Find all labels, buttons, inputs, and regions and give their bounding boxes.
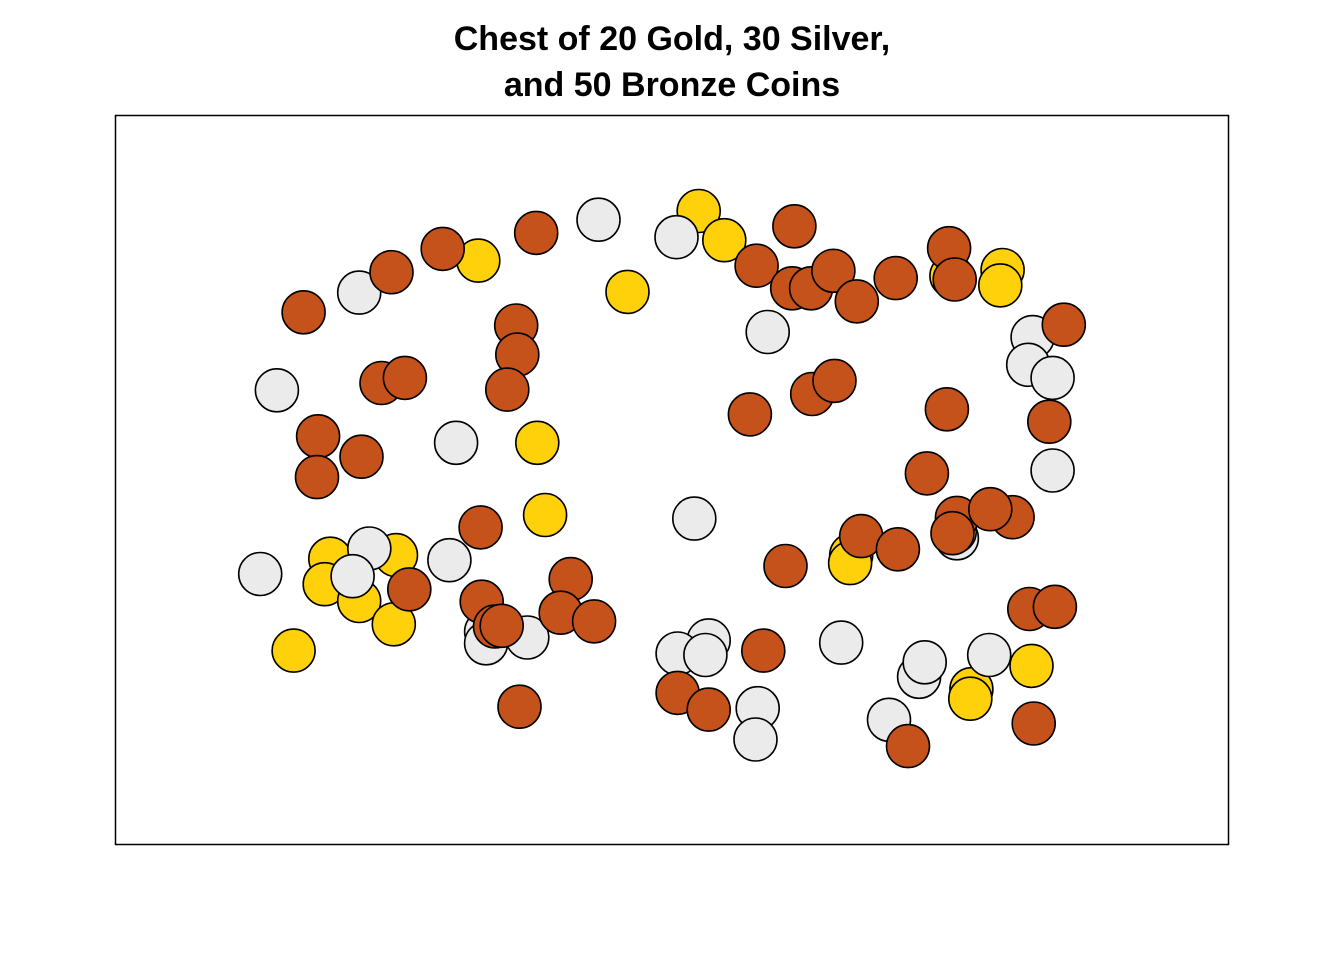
bronze-coin-51 — [1011, 701, 1056, 746]
bronze-coin-36 — [458, 505, 503, 550]
bronze-coin-50 — [1032, 584, 1078, 630]
bronze-coin-48 — [885, 723, 931, 769]
bronze-coin-13 — [932, 257, 978, 302]
bronze-coin-47 — [686, 687, 732, 732]
bronze-coin-9 — [811, 248, 856, 294]
gold-coin-9 — [522, 492, 568, 538]
bronze-coin-16 — [484, 367, 530, 412]
bronze-coin-40 — [571, 599, 617, 644]
bronze-coin-28 — [904, 451, 950, 496]
bronze-coin-31 — [967, 486, 1013, 532]
bronze-coin-41 — [386, 567, 432, 612]
bronze-coin-4 — [513, 210, 559, 256]
silver-coin-3 — [336, 270, 382, 315]
silver-coin-29 — [733, 717, 778, 762]
silver-coin-13 — [330, 553, 375, 599]
bronze-coin-19 — [295, 413, 341, 459]
bronze-coin-43 — [479, 603, 525, 649]
bronze-coin-44 — [497, 684, 542, 730]
bronze-coin-1 — [281, 289, 326, 335]
bronze-coin-24 — [812, 358, 857, 404]
silver-coin-2 — [654, 214, 699, 260]
coins-layer — [237, 188, 1087, 769]
silver-coin-10 — [1030, 448, 1075, 493]
chart-title-line-2: and 50 Bronze Coins — [503, 66, 841, 104]
silver-coin-15 — [237, 551, 283, 597]
silver-coin-23 — [683, 632, 728, 678]
silver-coin-14 — [427, 537, 472, 583]
silver-coin-9 — [433, 420, 479, 466]
silver-coin-8 — [254, 367, 300, 413]
gold-coin-15 — [271, 628, 316, 673]
bronze-coin-20 — [339, 434, 384, 480]
bronze-coin-45 — [740, 628, 786, 673]
silver-coin-1 — [576, 197, 621, 242]
bronze-coin-21 — [294, 454, 340, 500]
gold-coin-19 — [947, 676, 993, 722]
chart-title: Chest of 20 Gold, 30 Silver, and 50 Bron… — [0, 16, 1344, 108]
gold-coin-4 — [605, 269, 650, 315]
bronze-coin-25 — [924, 386, 970, 432]
bronze-coin-26 — [1041, 302, 1087, 348]
gold-coin-20 — [1009, 643, 1054, 689]
bronze-coin-6 — [734, 243, 779, 289]
silver-coin-26 — [902, 639, 948, 685]
gold-coin-2 — [701, 217, 747, 263]
bronze-coin-32 — [930, 510, 975, 556]
bronze-coin-18 — [382, 355, 428, 401]
chart-title-line-1: Chest of 20 Gold, 30 Silver, — [453, 20, 891, 58]
silver-coin-24 — [818, 620, 864, 665]
bronze-coin-22 — [727, 392, 773, 437]
silver-coin-11 — [671, 496, 717, 541]
bronze-coin-5 — [772, 204, 817, 249]
bronze-coin-34 — [875, 526, 921, 572]
gold-coin-7 — [977, 263, 1023, 308]
bronze-coin-10 — [834, 279, 880, 324]
silver-coin-4 — [745, 309, 791, 355]
silver-coin-7 — [1030, 355, 1075, 401]
bronze-coin-11 — [873, 255, 919, 301]
bronze-coin-2 — [369, 249, 414, 295]
bronze-coin-35 — [763, 543, 808, 589]
gold-coin-8 — [514, 420, 560, 466]
bronze-coin-3 — [420, 226, 466, 272]
plot-frame — [114, 114, 1230, 846]
bronze-coin-27 — [1027, 399, 1072, 445]
silver-coin-27 — [966, 632, 1012, 678]
